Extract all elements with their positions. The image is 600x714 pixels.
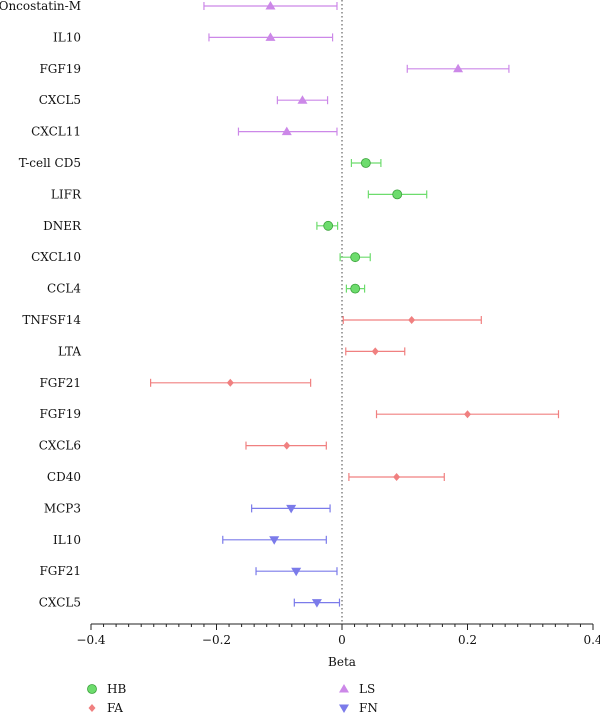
- row-label: CXCL11: [31, 125, 81, 139]
- row-fa-cxcl6: CXCL6: [39, 439, 327, 453]
- x-tick-label: −0.4: [76, 633, 106, 647]
- point-marker: [371, 347, 379, 356]
- row-label: CXCL6: [39, 439, 81, 453]
- point-marker: [408, 316, 416, 324]
- point-marker: [283, 441, 291, 450]
- row-fn-il10: IL10: [53, 533, 327, 547]
- legend-marker: [87, 684, 97, 694]
- row-label: TNFSF14: [22, 313, 81, 327]
- row-hb-cxcl10: CXCL10: [31, 250, 371, 264]
- row-label: CCL4: [47, 282, 81, 296]
- point-marker: [350, 283, 361, 294]
- x-axis: −0.4 −0.2 0 0.2 0.4: [76, 623, 600, 647]
- row-label: LTA: [58, 344, 81, 358]
- legend-label: HB: [107, 682, 126, 696]
- row-fa-lta: LTA: [58, 344, 406, 358]
- x-tick-label: −0.2: [202, 633, 231, 647]
- row-ls-oncostatin-m: Oncostatin-M: [0, 0, 338, 13]
- row-label: CXCL10: [31, 250, 81, 264]
- point-marker: [350, 252, 361, 263]
- row-label: FGF19: [39, 62, 81, 76]
- row-ls-cxcl11: CXCL11: [31, 125, 338, 139]
- row-fn-cxcl5: CXCL5: [39, 596, 341, 610]
- row-label: IL10: [53, 30, 81, 44]
- x-tick-label: 0: [338, 633, 346, 647]
- legend-marker: [339, 704, 349, 713]
- point-marker: [297, 95, 308, 104]
- row-label: LIFR: [51, 187, 82, 201]
- row-label: FGF21: [39, 564, 81, 578]
- row-hb-dner: DNER: [43, 219, 339, 233]
- row-label: FGF19: [39, 407, 81, 421]
- row-fn-mcp3: MCP3: [44, 501, 331, 515]
- legend: HB FA LS FN: [87, 682, 378, 714]
- point-marker: [281, 126, 292, 136]
- legend-marker: [88, 704, 96, 712]
- point-marker: [323, 220, 334, 231]
- row-label: CD40: [47, 470, 81, 484]
- row-label: MCP3: [44, 501, 81, 515]
- row-label: CXCL5: [39, 596, 81, 610]
- point-marker: [269, 536, 280, 545]
- point-marker: [286, 504, 297, 514]
- row-ls-il10: IL10: [53, 30, 334, 44]
- point-marker: [393, 473, 401, 481]
- row-fa-cd40: CD40: [47, 470, 445, 484]
- legend-label: LS: [359, 682, 375, 696]
- legend-label: FN: [359, 701, 378, 714]
- row-label: IL10: [53, 533, 81, 547]
- point-marker: [265, 1, 276, 10]
- x-tick-label: 0.4: [583, 633, 600, 647]
- row-fn-fgf21: FGF21: [39, 564, 338, 578]
- point-marker: [291, 567, 302, 577]
- point-marker: [311, 599, 322, 608]
- row-label: Oncostatin-M: [0, 0, 81, 13]
- legend-item-fn: FN: [339, 701, 378, 714]
- legend-label: FA: [107, 701, 123, 714]
- x-axis-label: Beta: [328, 655, 356, 669]
- row-fa-fgf19: FGF19: [39, 407, 560, 421]
- point-marker: [360, 158, 371, 168]
- row-label: CXCL5: [39, 93, 81, 107]
- row-fa-tnfsf14: TNFSF14: [22, 313, 482, 327]
- point-marker: [453, 63, 464, 73]
- row-hb-t-cell-cd5: T-cell CD5: [19, 156, 382, 170]
- legend-item-fa: FA: [88, 701, 123, 714]
- legend-item-hb: HB: [87, 682, 126, 696]
- point-marker: [392, 189, 403, 200]
- point-marker: [226, 378, 234, 387]
- row-label: T-cell CD5: [19, 156, 81, 170]
- plot-rows: Oncostatin-M IL10 FGF19 CXCL5 CXCL11 T-cell C…: [0, 0, 560, 610]
- point-marker: [464, 410, 471, 419]
- point-marker: [265, 32, 276, 41]
- row-ls-cxcl5: CXCL5: [39, 93, 329, 107]
- x-tick-label: 0.2: [458, 633, 477, 647]
- row-hb-ccl4: CCL4: [47, 282, 366, 296]
- legend-item-ls: LS: [339, 682, 375, 696]
- row-hb-lifr: LIFR: [51, 187, 428, 201]
- row-ls-fgf19: FGF19: [39, 62, 510, 76]
- legend-marker: [339, 684, 349, 693]
- row-label: FGF21: [39, 376, 81, 390]
- row-label: DNER: [43, 219, 82, 233]
- row-fa-fgf21: FGF21: [39, 376, 312, 390]
